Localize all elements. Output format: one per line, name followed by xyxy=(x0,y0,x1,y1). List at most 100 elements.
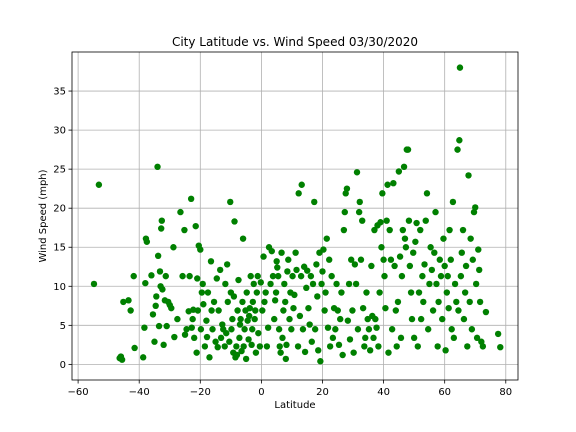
data-point xyxy=(399,226,407,234)
data-point xyxy=(282,355,290,363)
data-point xyxy=(233,351,241,359)
data-points xyxy=(90,64,504,365)
y-axis-ticks: 0 5 10 15 20 25 30 35 xyxy=(53,87,72,371)
data-point xyxy=(285,256,292,263)
data-point xyxy=(429,307,437,314)
data-point xyxy=(193,349,200,356)
data-point xyxy=(224,298,231,306)
data-point xyxy=(216,266,224,274)
data-point xyxy=(155,322,163,330)
data-point xyxy=(288,326,295,333)
data-point xyxy=(350,349,357,356)
data-point xyxy=(439,315,446,323)
data-point xyxy=(212,338,219,345)
data-point xyxy=(449,198,457,206)
x-tick-label: −60 xyxy=(68,387,89,398)
data-point xyxy=(406,262,414,270)
data-point xyxy=(415,289,423,296)
y-axis-label: Wind Speed (mph) xyxy=(38,169,49,262)
data-point xyxy=(456,64,464,71)
data-point xyxy=(468,326,476,333)
data-point xyxy=(291,291,298,299)
x-tick-label: 0 xyxy=(258,387,264,398)
data-point xyxy=(366,347,374,354)
y-tick-label: 15 xyxy=(53,243,66,254)
data-point xyxy=(143,238,151,245)
data-point xyxy=(177,208,184,216)
data-point xyxy=(290,304,297,312)
data-point xyxy=(153,293,160,300)
data-point xyxy=(162,272,169,280)
data-point xyxy=(386,226,393,234)
data-point xyxy=(245,336,252,343)
data-point xyxy=(421,261,428,268)
data-point xyxy=(240,343,247,350)
data-point xyxy=(440,235,447,242)
data-point xyxy=(221,343,228,350)
data-point xyxy=(390,180,397,187)
data-point xyxy=(194,307,202,314)
data-point xyxy=(434,343,441,350)
data-point xyxy=(278,249,285,256)
data-point xyxy=(306,321,313,328)
data-point xyxy=(208,307,215,314)
data-point xyxy=(422,217,429,224)
data-point xyxy=(319,268,326,275)
data-point xyxy=(283,341,290,349)
data-point xyxy=(149,311,157,318)
chart-title: City Latitude vs. Wind Speed 03/30/2020 xyxy=(172,35,418,49)
data-point xyxy=(263,343,271,350)
data-point xyxy=(269,272,277,280)
data-point xyxy=(159,286,166,293)
data-point xyxy=(459,226,467,234)
data-point xyxy=(442,347,449,354)
x-tick-label: −40 xyxy=(129,387,150,398)
data-point xyxy=(482,308,490,316)
data-point xyxy=(237,315,244,323)
data-point xyxy=(315,347,322,354)
data-point xyxy=(456,137,463,144)
data-point xyxy=(435,298,442,306)
data-point xyxy=(215,307,222,314)
data-point xyxy=(293,266,300,274)
data-point xyxy=(354,326,362,333)
data-point xyxy=(203,333,211,341)
data-point xyxy=(324,324,332,331)
data-point xyxy=(362,334,369,342)
y-tick-label: 5 xyxy=(60,321,66,332)
data-point xyxy=(387,256,395,263)
data-point xyxy=(450,334,458,342)
data-point xyxy=(454,146,461,153)
data-point xyxy=(473,334,481,342)
data-point xyxy=(353,169,361,176)
data-point xyxy=(408,315,416,323)
data-point xyxy=(254,272,261,280)
data-point xyxy=(447,256,454,263)
data-point xyxy=(309,280,317,288)
y-tick-label: 30 xyxy=(53,126,66,137)
data-point xyxy=(262,289,269,296)
data-point xyxy=(249,298,257,306)
data-point xyxy=(160,341,167,349)
data-point xyxy=(334,307,341,314)
data-point xyxy=(373,324,380,331)
data-point xyxy=(351,261,359,268)
data-point xyxy=(388,326,396,333)
data-point xyxy=(233,343,240,350)
data-point xyxy=(317,358,324,365)
data-point xyxy=(384,181,391,188)
data-point xyxy=(308,338,315,345)
data-point xyxy=(420,298,427,306)
x-axis-ticks: −60 −40 −20 0 20 40 60 80 xyxy=(68,380,512,398)
data-point xyxy=(396,253,404,260)
data-point xyxy=(260,253,267,260)
data-point xyxy=(413,219,420,227)
data-point xyxy=(201,343,209,350)
data-point xyxy=(158,225,165,232)
data-point xyxy=(453,298,460,306)
data-point xyxy=(282,298,289,306)
data-point xyxy=(461,289,469,296)
data-point xyxy=(272,289,280,296)
data-point xyxy=(412,238,419,245)
data-point xyxy=(410,249,417,256)
